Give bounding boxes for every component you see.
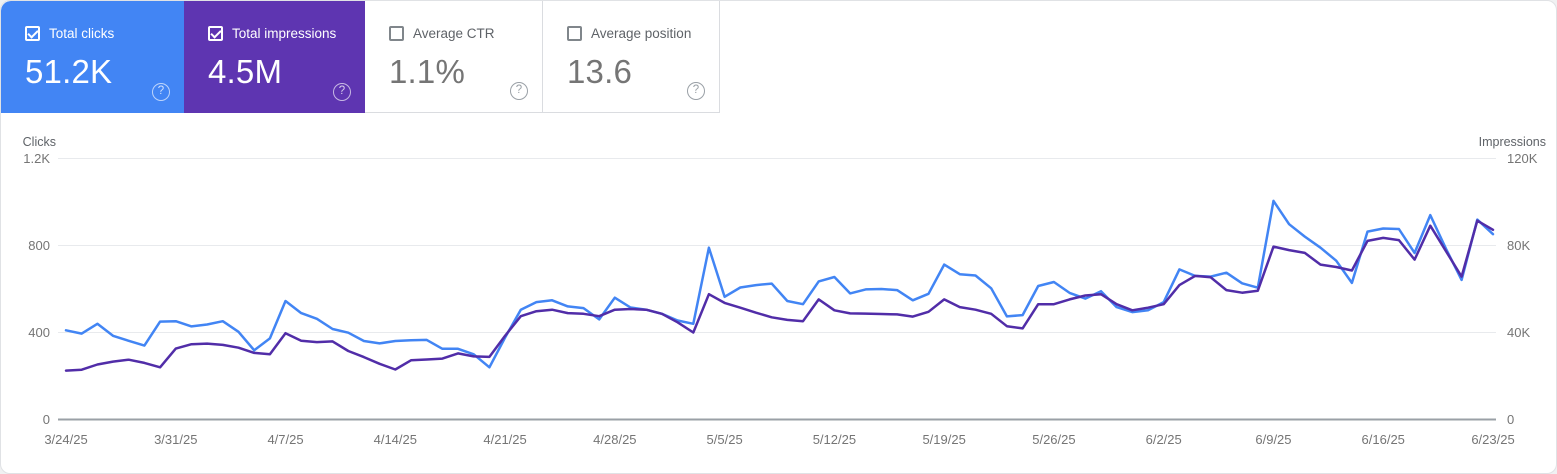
card-label: Average position (591, 26, 692, 41)
clicks-line (64, 199, 1495, 369)
x-tick-label: 6/16/25 (1361, 432, 1405, 447)
help-icon[interactable]: ? (152, 83, 170, 101)
help-icon[interactable]: ? (333, 83, 351, 101)
y-tick-label: 1.2K (23, 150, 50, 166)
card-value: 51.2K (25, 53, 113, 90)
card-label: Total impressions (232, 26, 337, 41)
y-tick-label: 0 (42, 411, 50, 427)
card-label: Average CTR (413, 26, 495, 41)
x-tick-label: 3/31/25 (154, 432, 198, 447)
clicks-axis-title: Clicks (22, 135, 56, 149)
y-tick-label: 0 (1507, 411, 1515, 427)
x-tick-label: 6/23/25 (1471, 432, 1515, 447)
x-tick-label: 5/12/25 (812, 432, 857, 447)
metric-cards-row: Total clicks 51.2K ? Total impressions 4… (1, 1, 1556, 113)
card-value: 4.5M (208, 53, 283, 90)
x-tick-label: 4/28/25 (593, 432, 637, 447)
checkbox-icon[interactable] (567, 26, 582, 41)
card-header: Total clicks (25, 26, 184, 41)
card-header: Average position (567, 26, 719, 41)
checkbox-icon[interactable] (25, 26, 40, 41)
card-header: Average CTR (389, 26, 542, 41)
x-tick-label: 4/21/25 (483, 432, 527, 447)
x-tick-label: 4/14/25 (373, 432, 417, 447)
checkbox-icon[interactable] (208, 26, 223, 41)
y-tick-label: 40K (1507, 324, 1531, 340)
metric-card-total-impressions[interactable]: Total impressions 4.5M ? (184, 1, 365, 113)
x-tick-label: 6/9/25 (1255, 432, 1292, 447)
help-icon[interactable]: ? (510, 82, 528, 100)
checkbox-icon[interactable] (389, 26, 404, 41)
x-tick-label: 5/19/25 (922, 432, 966, 447)
y-tick-label: 400 (28, 324, 50, 340)
x-tick-label: 6/2/25 (1145, 432, 1182, 447)
x-tick-label: 5/5/25 (706, 432, 743, 447)
y-tick-label: 120K (1507, 150, 1538, 166)
card-header: Total impressions (208, 26, 365, 41)
y-tick-label: 80K (1507, 237, 1531, 253)
card-value: 13.6 (567, 53, 633, 90)
impressions-axis-title: Impressions (1478, 135, 1546, 149)
metric-card-average-position[interactable]: Average position 13.6 ? (542, 1, 720, 113)
metric-card-total-clicks[interactable]: Total clicks 51.2K ? (1, 1, 184, 113)
x-tick-label: 5/26/25 (1032, 432, 1076, 447)
y-tick-label: 800 (28, 237, 50, 253)
card-label: Total clicks (49, 26, 115, 41)
help-icon[interactable]: ? (687, 82, 705, 100)
x-tick-label: 3/24/25 (44, 432, 88, 447)
x-tick-label: 4/7/25 (267, 432, 304, 447)
metric-card-average-ctr[interactable]: Average CTR 1.1% ? (365, 1, 542, 113)
card-value: 1.1% (389, 53, 466, 90)
impressions-line (64, 219, 1495, 372)
